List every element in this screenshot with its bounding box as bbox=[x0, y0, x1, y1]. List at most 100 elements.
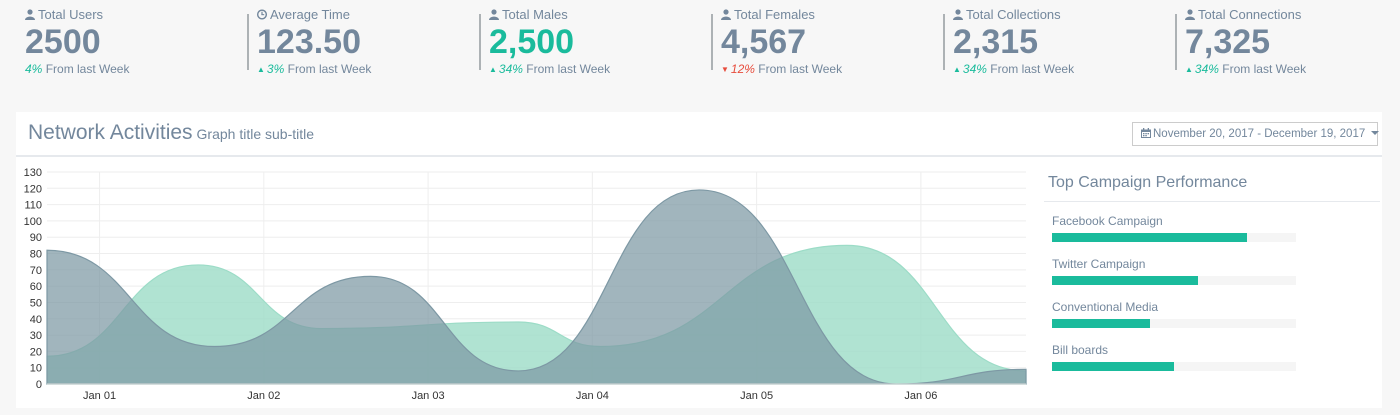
panel-header: Network Activities Graph title sub-title … bbox=[16, 112, 1382, 157]
stat-label-row: Total Users bbox=[25, 7, 103, 22]
panel-title-text: Network Activities bbox=[28, 121, 193, 144]
stat-footer: ▲ 3% From last Week bbox=[257, 62, 371, 76]
x-tick-label: Jan 01 bbox=[83, 390, 116, 402]
y-tick-label: 40 bbox=[30, 314, 42, 326]
stat-change-percent: 34% bbox=[962, 62, 987, 76]
y-tick-label: 0 bbox=[36, 379, 42, 391]
stat-change-suffix: From last Week bbox=[758, 62, 843, 76]
campaign-item: Conventional Media bbox=[1052, 299, 1298, 328]
stat-value: 7,325 bbox=[1185, 23, 1271, 61]
stat-label: Total Connections bbox=[1198, 7, 1302, 22]
date-range-picker[interactable]: November 20, 2017 - December 19, 2017 bbox=[1132, 122, 1380, 146]
stat-change-percent: 3% bbox=[266, 62, 285, 76]
campaign-progress-track bbox=[1052, 362, 1296, 371]
campaigns-title: Top Campaign Performance bbox=[1048, 174, 1248, 191]
stat-change-suffix: From last Week bbox=[45, 62, 130, 76]
tile-divider bbox=[1175, 14, 1177, 70]
campaign-progress-bar bbox=[1052, 319, 1150, 328]
campaign-progress-track bbox=[1052, 233, 1296, 242]
stat-label: Total Females bbox=[734, 7, 815, 22]
stat-label: Total Collections bbox=[966, 7, 1061, 22]
campaign-item: Twitter Campaign bbox=[1052, 256, 1298, 285]
campaign-progress-bar bbox=[1052, 276, 1199, 285]
stat-footer: 4% From last Week bbox=[25, 62, 129, 76]
campaign-progress-bar bbox=[1052, 362, 1174, 371]
y-tick-label: 50 bbox=[30, 297, 42, 309]
y-tick-label: 90 bbox=[30, 232, 42, 244]
campaigns-divider bbox=[1044, 201, 1380, 202]
campaign-progress-bar bbox=[1052, 233, 1248, 242]
stat-label-row: Total Connections bbox=[1185, 7, 1301, 22]
user-icon bbox=[1185, 9, 1195, 20]
user-icon bbox=[953, 9, 963, 20]
x-tick-label: Jan 04 bbox=[576, 390, 609, 402]
campaign-item: Facebook Campaign bbox=[1052, 213, 1298, 242]
sort-up-icon: ▲ bbox=[953, 65, 961, 74]
y-tick-label: 20 bbox=[30, 346, 42, 358]
series-area bbox=[46, 189, 1027, 385]
stat-change-suffix: From last Week bbox=[287, 62, 372, 76]
campaign-name: Facebook Campaign bbox=[1052, 214, 1163, 228]
campaign-name: Conventional Media bbox=[1052, 300, 1159, 314]
stat-label: Total Users bbox=[38, 7, 104, 22]
stat-footer: ▲ 34% From last Week bbox=[1185, 62, 1306, 76]
stat-change-percent: 4% bbox=[25, 62, 43, 76]
y-tick-label: 100 bbox=[24, 216, 42, 228]
stat-label-row: Total Collections bbox=[953, 7, 1061, 22]
y-tick-label: 130 bbox=[24, 167, 42, 179]
y-tick-label: 110 bbox=[24, 200, 42, 212]
panel-title: Network Activities Graph title sub-title bbox=[28, 121, 314, 145]
stat-change-suffix: From last Week bbox=[990, 62, 1075, 76]
x-tick-label: Jan 05 bbox=[740, 390, 773, 402]
y-tick-label: 70 bbox=[30, 265, 42, 277]
top-campaign-performance: Top Campaign Performance Facebook Campai… bbox=[1044, 157, 1382, 408]
y-tick-label: 120 bbox=[24, 183, 42, 195]
sort-up-icon: ▲ bbox=[1185, 65, 1193, 74]
network-activities-panel: Network Activities Graph title sub-title … bbox=[16, 112, 1382, 408]
stat-value: 2500 bbox=[25, 23, 101, 61]
stat-value: 2,500 bbox=[489, 23, 575, 61]
user-icon bbox=[721, 9, 731, 20]
network-activities-chart: 0 10 20 30 40 50 60 70 80 90 100 110 120 130 Jan 01 Jan… bbox=[24, 167, 1027, 402]
sort-up-icon: ▲ bbox=[257, 65, 265, 74]
stat-change-suffix: From last Week bbox=[1222, 62, 1307, 76]
stat-label-row: Total Males bbox=[489, 7, 568, 22]
calendar-icon bbox=[1141, 128, 1151, 138]
stat-label-row: Total Females bbox=[721, 7, 815, 22]
stat-value: 4,567 bbox=[721, 23, 807, 61]
user-icon bbox=[489, 9, 499, 20]
stat-footer: ▲ 34% From last Week bbox=[953, 62, 1074, 76]
tile-divider bbox=[943, 14, 945, 70]
x-tick-label: Jan 03 bbox=[412, 390, 445, 402]
tile-divider bbox=[247, 14, 249, 70]
stat-label: Average Time bbox=[270, 7, 350, 22]
campaign-name: Bill boards bbox=[1052, 343, 1109, 357]
tile-divider bbox=[711, 14, 713, 70]
stat-footer: ▲ 34% From last Week bbox=[489, 62, 610, 76]
x-tick-label: Jan 02 bbox=[247, 390, 280, 402]
stat-change-percent: 34% bbox=[498, 62, 523, 76]
y-tick-label: 60 bbox=[30, 281, 42, 293]
clock-icon bbox=[257, 9, 268, 20]
user-icon bbox=[25, 9, 35, 20]
stat-footer: ▼ 12% From last Week bbox=[721, 62, 842, 76]
stat-change-suffix: From last Week bbox=[526, 62, 611, 76]
stat-change-percent: 12% bbox=[730, 62, 755, 76]
panel-subtitle: Graph title sub-title bbox=[196, 126, 315, 142]
date-range-text: November 20, 2017 - December 19, 2017 bbox=[1153, 128, 1366, 140]
sort-up-icon: ▲ bbox=[489, 65, 497, 74]
y-tick-label: 30 bbox=[30, 330, 42, 342]
y-tick-label: 10 bbox=[30, 363, 42, 375]
campaign-progress-track bbox=[1052, 319, 1296, 328]
campaign-progress-track bbox=[1052, 276, 1296, 285]
chevron-down-icon bbox=[1371, 131, 1380, 135]
y-tick-label: 80 bbox=[30, 249, 42, 261]
network-chart-area: 0 10 20 30 40 50 60 70 80 90 100 110 120 130 Jan 01 Jan… bbox=[16, 157, 1036, 408]
stat-value: 123.50 bbox=[257, 23, 361, 61]
x-tick-label: Jan 06 bbox=[904, 390, 937, 402]
tile-divider bbox=[479, 14, 481, 70]
campaign-name: Twitter Campaign bbox=[1052, 257, 1146, 271]
stats-row: Total Users 2500 4% From last Week Avera… bbox=[0, 0, 1400, 100]
stat-label: Total Males bbox=[502, 7, 568, 22]
stat-change-percent: 34% bbox=[1194, 62, 1219, 76]
